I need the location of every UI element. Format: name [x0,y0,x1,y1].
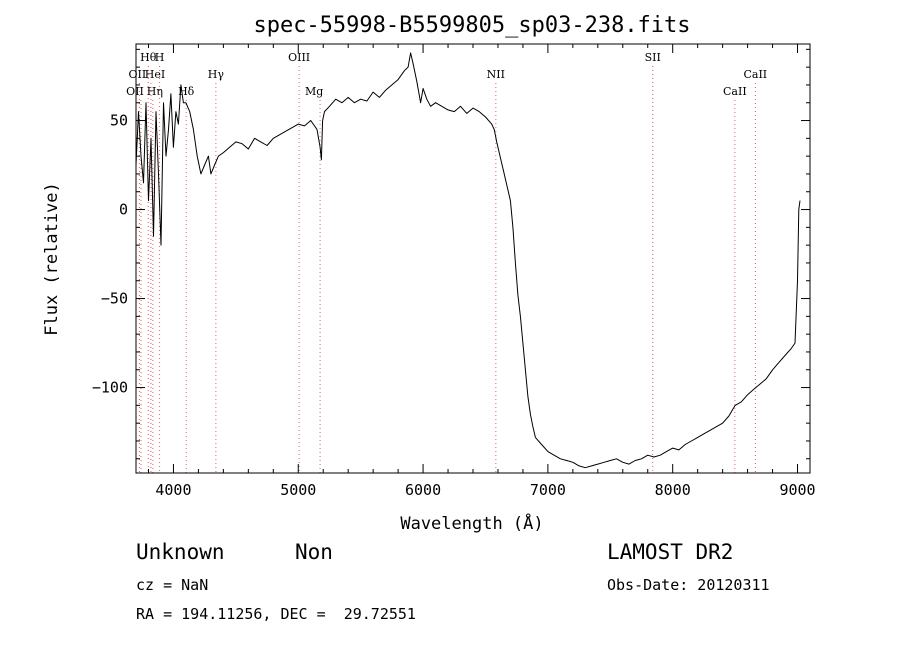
y-tick-label: 50 [110,112,128,130]
x-tick-label: 5000 [280,481,316,499]
marker-label: Hθ [140,51,157,64]
object-class: Unknown [136,540,225,564]
x-tick-label: 8000 [655,481,691,499]
redshift-cz: cz = NaN [136,576,209,594]
plot-area [135,52,801,469]
marker-label: Hη [147,85,163,98]
spectrum-series [135,52,801,469]
chart-title: spec-55998-B5599805_sp03-238.fits [253,13,690,38]
marker-label: HeI [145,68,165,81]
marker-label: OII [126,85,144,98]
marker-label: NII [487,68,505,81]
observation-date: Obs-Date: 20120311 [607,576,770,594]
y-tick-label: −100 [92,379,128,397]
y-axis-ticks: −100 −50 0 50 [92,48,810,460]
coordinates: RA = 194.11256, DEC = 29.72551 [136,605,416,623]
y-tick-label: 0 [119,201,128,219]
marker-label: CaII [743,68,767,81]
marker-label: OII [129,68,147,81]
marker-label: Hγ [208,68,225,81]
marker-label: H [155,51,165,64]
marker-label: CaII [723,85,747,98]
x-tick-label: 6000 [405,481,441,499]
marker-label: Mg [305,85,323,98]
x-tick-label: 4000 [155,481,191,499]
x-tick-label: 7000 [530,481,566,499]
y-axis-label: Flux (relative) [42,182,62,336]
object-subclass: Non [295,540,333,564]
survey-name: LAMOST DR2 [607,540,734,564]
x-axis-ticks: 4000 5000 6000 7000 8000 9000 [147,44,816,499]
marker-label: SII [645,51,661,64]
x-axis-label: Wavelength (Å) [400,512,543,534]
y-tick-label: −50 [101,290,128,308]
x-tick-label: 9000 [779,481,815,499]
marker-label: OIII [288,51,310,64]
